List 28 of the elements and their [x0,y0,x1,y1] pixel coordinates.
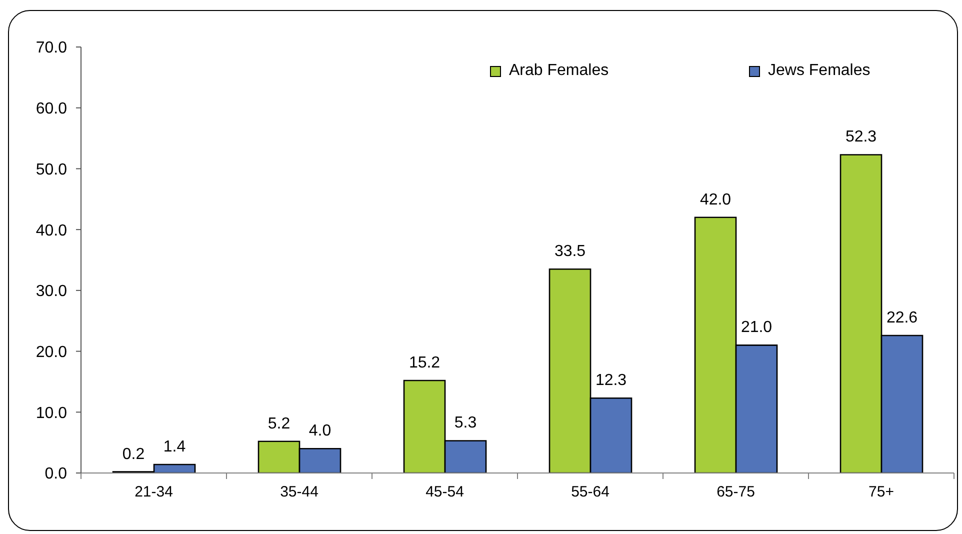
data-label: 15.2 [408,354,440,372]
data-label: 0.2 [122,446,145,463]
y-tick-label: 20.0 [36,344,68,361]
data-label: 42.0 [700,191,732,208]
legend-label: Jews Females [768,62,870,80]
y-tick-label: 70.0 [36,40,68,57]
y-tick-label: 50.0 [36,161,68,178]
legend-label: Arab Females [509,62,609,80]
data-label: 4.0 [308,422,332,440]
data-label: 22.6 [886,309,918,326]
data-label: 52.3 [845,128,877,146]
y-tick-label: 30.0 [36,283,68,300]
y-tick-label: 10.0 [36,404,68,422]
x-tick-label: 55-64 [571,483,610,500]
x-tick-label: 75+ [868,483,894,500]
x-tick-label: 21-34 [134,483,173,500]
x-tick-label: 65-75 [716,483,755,500]
y-tick-label: 60.0 [36,100,68,118]
data-label: 33.5 [554,243,586,260]
data-label: 5.3 [454,414,477,432]
y-tick-label: 0.0 [44,466,68,483]
x-tick-label: 45-54 [426,483,464,500]
data-label: 21.0 [740,319,772,336]
x-tick-label: 35-44 [280,483,318,500]
data-label: 5.2 [268,415,290,432]
data-label: 1.4 [163,438,186,456]
y-tick-label: 40.0 [36,222,68,240]
data-label: 12.3 [595,372,627,390]
